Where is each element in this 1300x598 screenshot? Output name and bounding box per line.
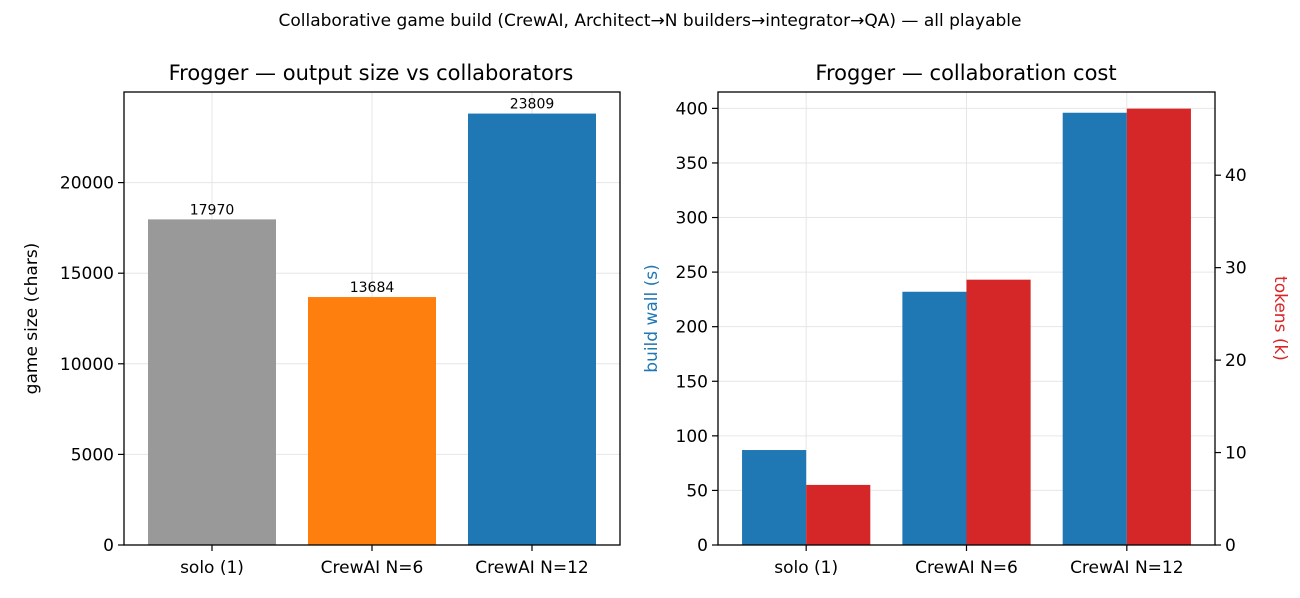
cost-chart-left-y-tick-label: 150 <box>676 372 708 392</box>
cost-chart-bar-tokens <box>1126 108 1191 546</box>
size-chart-bar <box>308 297 436 545</box>
size-chart-y-tick-label: 15000 <box>60 264 114 284</box>
size-chart-x-tick-label: CrewAI N=6 <box>321 558 424 578</box>
cost-chart-bar-tokens <box>966 279 1031 545</box>
size-chart-data-label: 13684 <box>350 280 395 296</box>
size-chart-y-tick-label: 20000 <box>60 174 114 194</box>
cost-chart-x-tick-label: CrewAI N=6 <box>915 558 1018 578</box>
cost-chart-left-y-tick-label: 100 <box>676 427 708 447</box>
cost-chart-right-y-axis-label: tokens (k) <box>1270 276 1290 361</box>
cost-chart-bar-build-wall <box>902 291 967 545</box>
cost-chart-bar-build-wall <box>1062 112 1127 546</box>
cost-chart-left-y-tick-label: 50 <box>686 481 708 501</box>
size-chart-y-axis-label: game size (chars) <box>22 243 42 395</box>
size-chart-title: Frogger — output size vs collaborators <box>169 61 574 85</box>
size-chart-bar <box>468 113 596 545</box>
cost-chart-title: Frogger — collaboration cost <box>815 61 1116 85</box>
size-chart-data-labels: 17970 13684 23809 <box>190 97 555 296</box>
cost-chart-left-y-axis-label: build wall (s) <box>642 264 662 373</box>
cost-chart-left-y-tick-label: 350 <box>676 154 708 174</box>
size-chart-data-label: 17970 <box>190 202 235 218</box>
cost-chart-bars <box>742 108 1191 546</box>
cost-chart-left-y-axis: 0 50 100 150 200 250 300 350 400 <box>676 99 718 556</box>
size-chart-y-tick-label: 5000 <box>71 445 114 465</box>
cost-chart-bar-build-wall <box>742 450 807 545</box>
size-chart-y-tick-label: 10000 <box>60 355 114 375</box>
size-chart-y-tick-label: 0 <box>103 536 114 556</box>
cost-chart-x-axis: solo (1) CrewAI N=6 CrewAI N=12 <box>774 545 1184 578</box>
cost-chart-left-y-tick-label: 250 <box>676 263 708 283</box>
size-chart-x-tick-label: solo (1) <box>180 558 244 578</box>
cost-chart: Frogger — collaboration cost 05010015020… <box>642 61 1290 578</box>
cost-chart-left-y-tick-label: 300 <box>676 209 708 229</box>
size-chart-x-axis: solo (1) CrewAI N=6 CrewAI N=12 <box>180 545 589 578</box>
cost-chart-right-y-axis: 0 10 20 30 40 <box>1215 166 1247 556</box>
size-chart: Frogger — output size vs collaborators 1… <box>22 61 621 578</box>
cost-chart-right-y-tick-label: 30 <box>1225 259 1247 279</box>
size-chart-y-axis: 0 5000 10000 15000 20000 <box>60 174 124 556</box>
size-chart-bar <box>148 219 276 545</box>
figure-suptitle: Collaborative game build (CrewAI, Archit… <box>279 11 1022 31</box>
cost-chart-right-y-tick-label: 40 <box>1225 166 1247 186</box>
size-chart-bars <box>148 113 596 545</box>
cost-chart-right-y-tick-label: 0 <box>1225 536 1236 556</box>
size-chart-data-label: 23809 <box>510 97 555 113</box>
cost-chart-x-tick-label: CrewAI N=12 <box>1070 558 1184 578</box>
cost-chart-right-y-tick-label: 10 <box>1225 444 1247 464</box>
cost-chart-left-y-tick-label: 0 <box>697 536 708 556</box>
cost-chart-left-y-tick-label: 400 <box>676 99 708 119</box>
cost-chart-bar-tokens <box>806 484 871 545</box>
size-chart-x-tick-label: CrewAI N=12 <box>475 558 589 578</box>
cost-chart-x-tick-label: solo (1) <box>774 558 838 578</box>
cost-chart-right-y-tick-label: 20 <box>1225 351 1247 371</box>
cost-chart-left-y-tick-label: 200 <box>676 318 708 338</box>
